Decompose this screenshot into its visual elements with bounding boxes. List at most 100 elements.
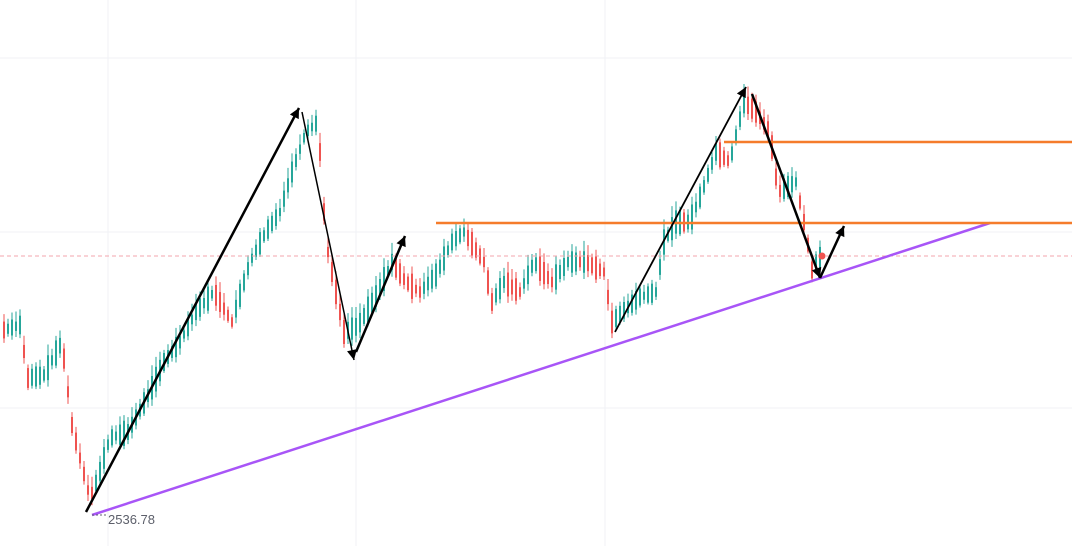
candle-body-down bbox=[319, 143, 321, 161]
candle-body-up bbox=[35, 366, 37, 387]
candle-body-down bbox=[599, 263, 601, 277]
candle-body-down bbox=[83, 466, 85, 482]
candle-body-up bbox=[239, 283, 241, 307]
candle-body-up bbox=[379, 278, 381, 297]
candle-body-up bbox=[787, 175, 789, 197]
candle-body-up bbox=[275, 209, 277, 227]
candle-body-up bbox=[643, 291, 645, 300]
candle-body-up bbox=[267, 219, 269, 239]
candle-body-down bbox=[515, 278, 517, 301]
candle-body-up bbox=[183, 330, 185, 339]
candle-body-up bbox=[383, 267, 385, 291]
candle-body-up bbox=[247, 262, 249, 276]
candle-body-down bbox=[511, 279, 513, 295]
candle-body-up bbox=[187, 317, 189, 337]
candle-body-up bbox=[279, 207, 281, 217]
candle-body-up bbox=[11, 319, 13, 336]
candle-body-down bbox=[611, 310, 613, 334]
candle-body-up bbox=[639, 288, 641, 306]
candle-body-up bbox=[659, 259, 661, 275]
arrow-path-drawing[interactable] bbox=[84, 86, 846, 516]
candle-body-down bbox=[719, 142, 721, 168]
candle-body-up bbox=[707, 167, 709, 182]
candle-body-up bbox=[175, 336, 177, 358]
candle-body-up bbox=[243, 273, 245, 291]
candle-body-up bbox=[19, 315, 21, 335]
candle-body-down bbox=[335, 279, 337, 305]
candle-body-up bbox=[367, 296, 369, 323]
candle-body-up bbox=[743, 90, 745, 114]
candle-body-up bbox=[623, 301, 625, 319]
candle-body-up bbox=[255, 244, 257, 257]
candle-body-up bbox=[559, 264, 561, 280]
candle-body-down bbox=[71, 416, 73, 434]
candle-body-up bbox=[119, 424, 121, 445]
candle-body-up bbox=[123, 420, 125, 446]
candle-body-up bbox=[631, 294, 633, 313]
candle-body-up bbox=[651, 283, 653, 303]
candle-body-up bbox=[307, 124, 309, 137]
candle-body-up bbox=[211, 290, 213, 299]
candle-body-up bbox=[711, 157, 713, 170]
candle-body-up bbox=[815, 254, 817, 273]
candle-body-down bbox=[519, 287, 521, 297]
candle-body-up bbox=[311, 122, 313, 132]
candle-body-down bbox=[507, 272, 509, 297]
candle-body-down bbox=[27, 368, 29, 388]
candle-body-up bbox=[647, 286, 649, 303]
candle-body-up bbox=[271, 215, 273, 232]
candle-body-down bbox=[779, 184, 781, 197]
candle-body-up bbox=[31, 368, 33, 386]
candle-body-up bbox=[423, 281, 425, 294]
candle-body-down bbox=[395, 257, 397, 278]
candle-body-down bbox=[215, 284, 217, 306]
candle-body-up bbox=[567, 256, 569, 268]
purple-trendline[interactable] bbox=[91, 221, 991, 517]
candle-body-down bbox=[339, 303, 341, 321]
candle-body-down bbox=[91, 486, 93, 500]
candle-body-up bbox=[191, 314, 193, 325]
candle-body-down bbox=[543, 261, 545, 285]
candle-body-up bbox=[635, 291, 637, 310]
candle-body-down bbox=[799, 195, 801, 209]
candle-body-up bbox=[535, 257, 537, 272]
candle-body-up bbox=[615, 309, 617, 327]
candle-body-up bbox=[371, 292, 373, 313]
candle-body-down bbox=[399, 263, 401, 284]
candle-body-down bbox=[219, 292, 221, 312]
candle-body-up bbox=[703, 180, 705, 193]
candle-body-down bbox=[87, 485, 89, 495]
candle-body-up bbox=[499, 278, 501, 300]
arrowhead bbox=[736, 87, 746, 99]
candle-body-up bbox=[95, 474, 97, 492]
candle-body-up bbox=[667, 229, 669, 241]
candle-body-up bbox=[299, 144, 301, 154]
candle-body-up bbox=[431, 269, 433, 289]
candle-body-down bbox=[331, 262, 333, 282]
candle-body-up bbox=[355, 317, 357, 336]
candle-body-up bbox=[375, 285, 377, 307]
candle-body-up bbox=[731, 146, 733, 161]
candle-body-up bbox=[583, 251, 585, 273]
candle-body-up bbox=[351, 317, 353, 340]
candle-body-down bbox=[755, 101, 757, 123]
arrowhead bbox=[347, 349, 357, 360]
candle-body-up bbox=[207, 286, 209, 311]
candle-body-down bbox=[227, 309, 229, 321]
arrow-segment bbox=[354, 235, 407, 353]
candle-body-up bbox=[695, 201, 697, 213]
candle-body-up bbox=[571, 251, 573, 273]
candle-body-up bbox=[43, 369, 45, 381]
candle-body-up bbox=[387, 266, 389, 275]
candle-body-up bbox=[7, 323, 9, 334]
candle-body-down bbox=[231, 317, 233, 327]
candle-body-down bbox=[591, 257, 593, 274]
candle-body-up bbox=[287, 178, 289, 193]
candle-body-up bbox=[51, 355, 53, 366]
candle-body-up bbox=[443, 246, 445, 271]
candle-body-up bbox=[203, 297, 205, 309]
candle-body-down bbox=[79, 452, 81, 464]
candle-body-down bbox=[491, 293, 493, 311]
candle-body-up bbox=[439, 259, 441, 274]
